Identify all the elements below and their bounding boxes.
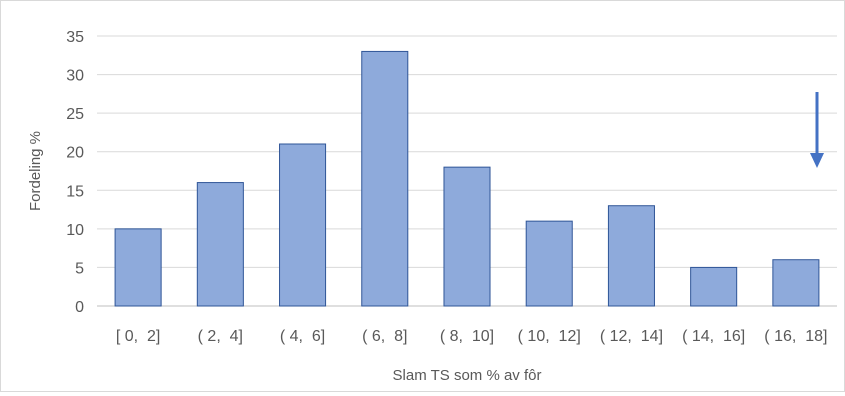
y-tick-label: 20 <box>66 145 84 162</box>
bar <box>361 50 409 307</box>
y-tick-label: 10 <box>66 222 84 239</box>
y-tick-label: 15 <box>66 183 84 200</box>
bar <box>525 220 573 307</box>
x-tick-label: ( 14, 16] <box>682 328 745 345</box>
x-tick-label: ( 2, 4] <box>198 328 243 345</box>
x-tick-label: ( 10, 12] <box>518 328 581 345</box>
bar <box>196 182 244 307</box>
y-tick-label: 0 <box>75 299 84 316</box>
x-tick-label: ( 12, 14] <box>600 328 663 345</box>
y-axis-title: Fordeling % <box>27 131 44 211</box>
x-tick-label: ( 8, 10] <box>440 328 494 345</box>
x-axis-title: Slam TS som % av fôr <box>393 367 542 384</box>
y-tick-label: 25 <box>66 106 84 123</box>
x-tick-label: ( 16, 18] <box>764 328 827 345</box>
x-tick-label: [ 0, 2] <box>116 328 160 345</box>
y-tick-label: 35 <box>66 29 84 46</box>
bar <box>279 143 327 307</box>
y-tick-label: 30 <box>66 68 84 85</box>
bar <box>443 166 491 307</box>
bars <box>114 50 820 307</box>
x-tick-labels: [ 0, 2] ( 2, 4] ( 4, 6] ( 6, 8] ( 8, 10] ( 10… <box>116 328 828 345</box>
bar <box>772 259 820 307</box>
bar <box>690 266 738 307</box>
x-tick-label: ( 4, 6] <box>280 328 325 345</box>
bar <box>114 228 162 307</box>
y-tick-labels: 0 5 10 15 20 25 30 35 <box>66 29 84 316</box>
bar <box>607 205 655 307</box>
y-tick-label: 5 <box>75 260 84 277</box>
x-tick-label: ( 6, 8] <box>362 328 407 345</box>
down-arrow-icon <box>810 92 824 168</box>
